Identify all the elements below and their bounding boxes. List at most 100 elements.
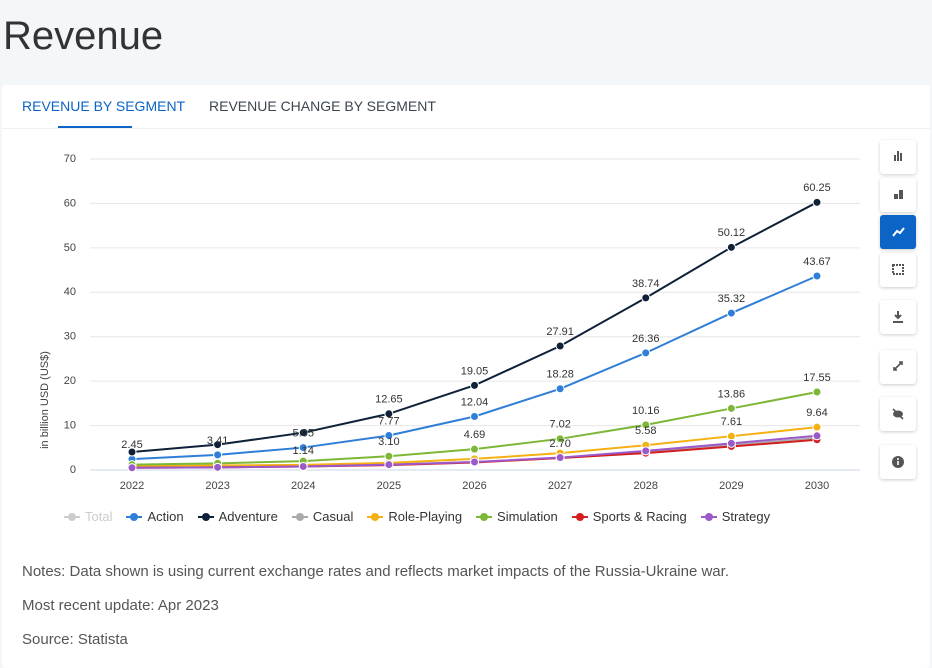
data-label: 26.36 — [632, 333, 660, 345]
data-point — [726, 242, 736, 252]
data-point — [127, 463, 137, 473]
legend-item[interactable]: Simulation — [476, 509, 558, 524]
bar-chart-button[interactable] — [880, 140, 916, 174]
x-tick-label: 2029 — [719, 480, 743, 492]
data-point — [726, 438, 736, 448]
legend-item[interactable]: Adventure — [197, 509, 278, 524]
data-point — [812, 431, 822, 441]
note: Source: Statista — [22, 631, 128, 648]
data-point — [641, 348, 651, 358]
data-label: 5.05 — [293, 427, 314, 439]
data-label: 9.64 — [806, 407, 827, 419]
note: Notes: Data shown is using current excha… — [22, 563, 729, 580]
data-point — [555, 384, 565, 394]
legend-symbol — [126, 512, 143, 521]
data-point — [641, 446, 651, 456]
x-tick-label: 2023 — [205, 480, 229, 492]
y-tick-label: 30 — [64, 331, 76, 343]
legend-symbol — [291, 512, 308, 521]
data-point — [470, 412, 479, 422]
y-tick-label: 20 — [64, 375, 76, 387]
legend-item[interactable]: Strategy — [700, 509, 771, 524]
data-label: 7.77 — [378, 415, 399, 427]
data-label: 19.05 — [461, 365, 489, 377]
legend-label: Sports & Racing — [592, 509, 687, 524]
table-button[interactable] — [880, 253, 916, 287]
legend-label: Adventure — [218, 509, 278, 524]
data-label: 12.04 — [461, 396, 489, 408]
y-tick-label: 50 — [64, 242, 76, 254]
data-label: 38.74 — [632, 278, 660, 290]
tab[interactable]: REVENUE BY SEGMENT — [22, 98, 186, 114]
legend-item[interactable]: Role-Playing — [367, 509, 462, 524]
data-point — [213, 462, 223, 472]
data-label: 18.28 — [546, 369, 574, 381]
data-label: 43.67 — [803, 256, 831, 268]
x-tick-label: 2026 — [462, 480, 486, 492]
legend-item[interactable]: Sports & Racing — [571, 509, 687, 524]
data-point — [298, 461, 308, 471]
data-label: 13.86 — [718, 388, 746, 400]
data-label: 3.10 — [378, 436, 399, 448]
data-point — [127, 447, 137, 457]
data-label: 2.45 — [121, 439, 142, 451]
y-tick-label: 70 — [64, 153, 76, 165]
stacked-chart-button[interactable] — [880, 178, 916, 212]
data-point — [555, 453, 565, 463]
data-label: 1.14 — [293, 445, 314, 457]
data-label: 3.41 — [207, 435, 228, 447]
note: Most recent update: Apr 2023 — [22, 597, 219, 614]
data-label: 35.32 — [718, 293, 746, 305]
data-point — [726, 403, 736, 413]
data-point — [384, 451, 394, 461]
tab[interactable]: REVENUE CHANGE BY SEGMENT — [209, 98, 436, 114]
data-point — [384, 460, 394, 470]
card: REVENUE BY SEGMENT REVENUE CHANGE BY SEG… — [2, 85, 930, 668]
chart: in billion USD (US$) 0102030405060702022… — [39, 153, 860, 492]
legend-label: Casual — [312, 509, 354, 524]
separator — [2, 128, 930, 129]
data-point — [298, 443, 308, 453]
legend-item[interactable]: Total — [64, 509, 112, 524]
data-point — [812, 387, 822, 397]
y-tick-label: 60 — [64, 197, 76, 209]
hide-button[interactable] — [880, 397, 916, 431]
legend-item[interactable]: Casual — [291, 509, 354, 524]
data-point — [298, 428, 308, 438]
legend-item[interactable]: Action — [126, 509, 184, 524]
data-point — [470, 380, 479, 390]
page-title: Revenue — [3, 14, 164, 58]
data-label: 4.69 — [464, 429, 485, 441]
line-chart-button[interactable] — [880, 215, 916, 249]
data-point — [641, 420, 651, 430]
y-axis-label: in billion USD (US$) — [39, 351, 51, 449]
data-label: 10.16 — [632, 405, 660, 417]
data-label: 2.70 — [549, 438, 570, 450]
legend-label: Role-Playing — [388, 509, 463, 524]
data-label: 60.25 — [803, 182, 831, 194]
data-label: 7.02 — [549, 419, 570, 431]
legend-label: Strategy — [721, 509, 771, 524]
x-tick-label: 2027 — [548, 480, 572, 492]
data-point — [726, 308, 736, 318]
data-point — [470, 457, 479, 467]
y-tick-label: 10 — [64, 419, 76, 431]
data-label: 50.12 — [718, 227, 746, 239]
data-point — [812, 271, 822, 281]
tab-underline — [58, 126, 132, 128]
data-label: 5.58 — [635, 425, 656, 437]
data-label: 17.55 — [803, 372, 831, 384]
download-button[interactable] — [880, 300, 916, 334]
fullscreen-button[interactable] — [880, 350, 916, 384]
legend-symbol — [571, 512, 588, 521]
x-tick-label: 2025 — [377, 480, 401, 492]
data-label: 12.65 — [375, 394, 403, 406]
data-point — [213, 450, 223, 460]
x-tick-label: 2030 — [805, 480, 829, 492]
y-tick-label: 0 — [70, 464, 76, 476]
legend-label: Action — [147, 509, 184, 524]
legend-label: Simulation — [497, 509, 558, 524]
data-point — [641, 293, 651, 303]
info-button[interactable] — [880, 445, 916, 479]
